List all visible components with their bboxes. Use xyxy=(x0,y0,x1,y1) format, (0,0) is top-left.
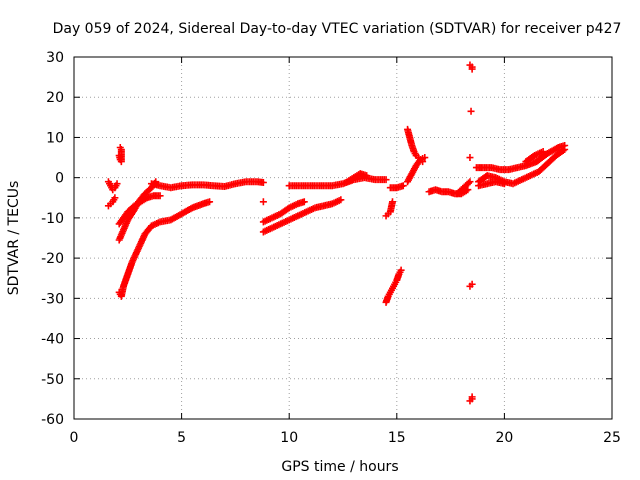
data-point xyxy=(539,148,547,156)
data-point xyxy=(467,107,475,115)
y-tick-label: 20 xyxy=(46,90,64,106)
series-arc-c xyxy=(115,144,125,166)
x-tick-label: 10 xyxy=(280,430,298,446)
data-point xyxy=(113,180,121,188)
y-tick-label: 0 xyxy=(55,171,64,187)
series-arc-v xyxy=(466,154,474,162)
series-arc-s xyxy=(453,178,474,198)
data-point xyxy=(156,192,164,200)
series-arc-h xyxy=(259,196,345,236)
data-point xyxy=(259,178,267,186)
data-point xyxy=(116,144,124,151)
data-point xyxy=(561,146,569,154)
data-point xyxy=(363,172,371,180)
x-tick-label: 5 xyxy=(177,430,186,446)
x-tick-label: 20 xyxy=(495,430,513,446)
series-arc-f xyxy=(147,178,267,192)
series-arc-o xyxy=(386,182,407,192)
data-point xyxy=(468,393,476,401)
series-arc-n xyxy=(382,266,405,306)
data-point xyxy=(466,178,474,186)
series-arc-p xyxy=(404,125,427,166)
y-tick-label: -20 xyxy=(41,251,64,267)
y-tick-label: -10 xyxy=(41,211,64,227)
x-axis-label: GPS time / hours xyxy=(281,459,398,475)
x-tick-label: 15 xyxy=(388,430,406,446)
data-point xyxy=(259,198,267,206)
series-arc-e xyxy=(115,178,160,244)
series-arc-x xyxy=(466,393,476,405)
y-tick-label: 10 xyxy=(46,130,64,146)
series-arc-t xyxy=(466,61,476,73)
series-arc-g xyxy=(115,198,214,300)
x-tick-label: 25 xyxy=(603,430,621,446)
data-point xyxy=(397,266,405,274)
plot-frame xyxy=(73,56,613,420)
grid xyxy=(74,57,612,419)
series-arc-i xyxy=(259,198,308,226)
series-arc-q xyxy=(404,154,429,186)
series-arc-ab xyxy=(522,148,547,166)
series-arc-j xyxy=(259,198,267,206)
data-point xyxy=(337,196,345,204)
data-point xyxy=(300,198,308,206)
y-axis-label: SDTVAR / TECUs xyxy=(6,181,22,296)
data-point xyxy=(468,65,476,73)
y-tick-label: -50 xyxy=(41,372,64,388)
data-point xyxy=(382,176,390,184)
data-point xyxy=(399,182,407,190)
chart-title: Day 059 of 2024, Sidereal Day-to-day VTE… xyxy=(53,21,622,37)
axis-ticks: 0 5 10 15 20 25 -60 -50 -40 -30 -20 -10 0 10 20 30 xyxy=(41,50,621,446)
y-tick-label: -30 xyxy=(41,291,64,307)
series-arc-u xyxy=(467,107,475,115)
y-tick-label: -40 xyxy=(41,332,64,348)
data-point xyxy=(388,198,396,206)
series-arc-aa xyxy=(475,178,508,190)
series-arc-a xyxy=(104,178,121,194)
data-point xyxy=(468,280,476,288)
series-arc-b xyxy=(104,194,119,210)
data-point xyxy=(466,154,474,162)
data-point xyxy=(559,147,567,155)
series-arc-m xyxy=(382,198,396,220)
x-tick-label: 0 xyxy=(70,430,79,446)
data-point xyxy=(206,198,214,206)
data-point xyxy=(111,194,119,202)
series-arc-w xyxy=(466,280,476,290)
data-point xyxy=(421,154,429,162)
data-point xyxy=(465,179,473,187)
series-arc-l xyxy=(343,170,371,186)
series-arc-k xyxy=(285,174,390,190)
data-points xyxy=(104,61,569,405)
y-tick-label: 30 xyxy=(46,50,64,66)
data-point xyxy=(500,180,508,188)
y-tick-label: -60 xyxy=(41,412,64,428)
